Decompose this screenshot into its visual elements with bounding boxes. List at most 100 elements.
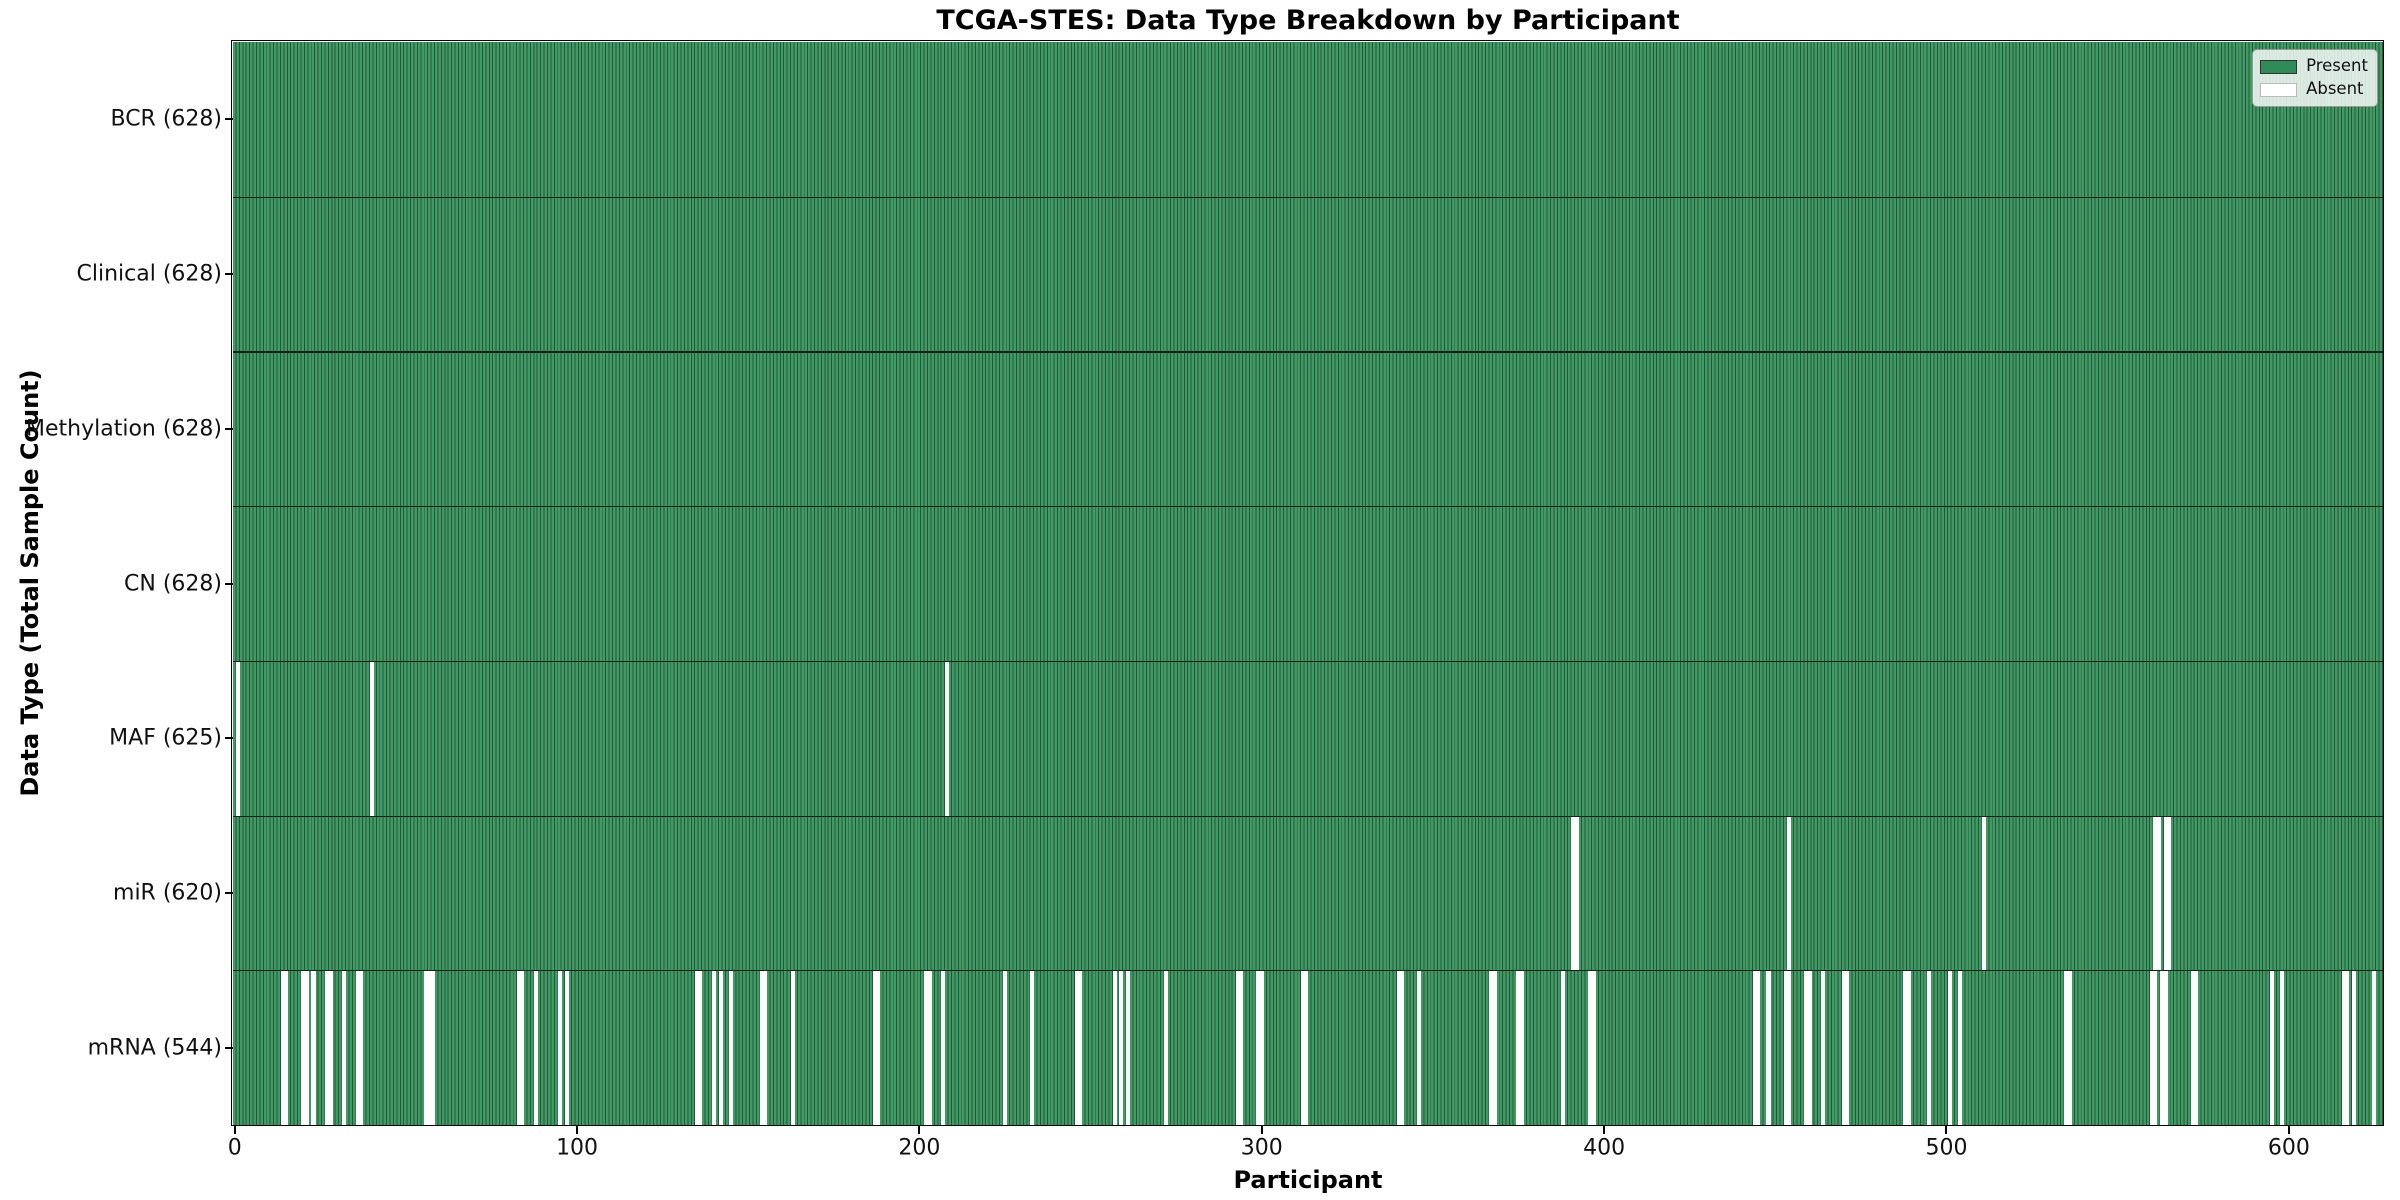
absent-bar xyxy=(2341,970,2346,1125)
row-separator xyxy=(233,506,2383,508)
y-tick-label-mRNA: mRNA (544) xyxy=(87,1035,222,1061)
absent-bar xyxy=(431,970,436,1125)
absent-bar xyxy=(1519,970,1525,1125)
absent-bar xyxy=(355,970,360,1125)
absent-bar xyxy=(301,970,306,1125)
absent-bar xyxy=(1786,815,1792,971)
absent-bar xyxy=(1119,970,1124,1125)
y-tick-label-BCR: BCR (628) xyxy=(110,106,222,132)
absent-bar xyxy=(2067,970,2072,1125)
absent-bar xyxy=(1396,970,1401,1125)
absent-bar xyxy=(1807,970,1812,1125)
row-miR xyxy=(233,815,2383,971)
absent-bar xyxy=(1783,970,1788,1125)
legend-swatch-absent xyxy=(2260,82,2298,97)
absent-bar xyxy=(359,970,364,1125)
absent-bar xyxy=(2153,815,2158,971)
legend-entry-absent: Absent xyxy=(2260,78,2368,101)
y-tick-mark xyxy=(225,737,233,740)
absent-bar xyxy=(1574,815,1579,971)
absent-bar xyxy=(369,660,374,816)
y-tick-label-CN: CN (628) xyxy=(124,571,222,596)
absent-bar xyxy=(759,970,764,1125)
x-axis-title: Participant xyxy=(1233,1166,1383,1194)
x-tick-label-100: 100 xyxy=(556,1135,599,1161)
absent-bar xyxy=(1259,970,1264,1125)
y-tick-label-Methylation: Methylation (628) xyxy=(26,416,222,442)
absent-bar xyxy=(1786,970,1792,1125)
absent-bar xyxy=(1489,970,1494,1125)
y-tick-mark xyxy=(225,1046,233,1049)
row-mRNA xyxy=(233,970,2383,1125)
legend-entry-present: Present xyxy=(2260,55,2368,78)
absent-bar xyxy=(2344,970,2350,1125)
absent-bar xyxy=(1766,970,1771,1125)
absent-bar xyxy=(790,970,795,1125)
absent-bar xyxy=(2351,970,2356,1125)
absent-bar xyxy=(325,970,330,1125)
x-tick-mark xyxy=(576,1126,579,1134)
absent-bar xyxy=(1906,970,1911,1125)
y-tick-mark xyxy=(225,891,233,894)
absent-bar xyxy=(872,970,877,1125)
absent-bar xyxy=(694,970,699,1125)
absent-bar xyxy=(876,970,881,1125)
absent-bar xyxy=(280,970,285,1125)
absent-bar xyxy=(1958,970,1963,1125)
absent-bar xyxy=(1571,815,1576,971)
absent-bar xyxy=(941,970,946,1125)
absent-bar xyxy=(2279,970,2285,1125)
row-separator xyxy=(233,660,2383,663)
legend-label: Present xyxy=(2306,56,2368,76)
absent-bar xyxy=(2160,970,2165,1125)
x-tick-mark xyxy=(233,1126,236,1134)
absent-bar xyxy=(2153,970,2158,1125)
absent-bar xyxy=(1516,970,1521,1125)
x-tick-mark xyxy=(1945,1126,1948,1134)
row-BCR xyxy=(233,42,2383,197)
row-separator xyxy=(233,970,2383,972)
absent-bar xyxy=(311,970,316,1125)
absent-bar xyxy=(2149,970,2154,1125)
row-Clinical xyxy=(233,196,2383,352)
x-tick-mark xyxy=(918,1126,921,1134)
absent-bar xyxy=(711,970,717,1125)
absent-bar xyxy=(1002,970,1008,1125)
absent-bar xyxy=(1239,970,1244,1125)
y-tick-mark xyxy=(225,427,233,430)
row-MAF xyxy=(233,660,2383,816)
absent-bar xyxy=(236,660,241,816)
absent-bar xyxy=(1821,970,1826,1125)
absent-bar xyxy=(924,970,929,1125)
row-separator xyxy=(233,351,2383,353)
legend: Present Absent xyxy=(2252,49,2378,107)
x-tick-label-0: 0 xyxy=(227,1135,242,1161)
y-tick-mark xyxy=(225,118,233,121)
row-separator xyxy=(233,196,2383,198)
absent-bar xyxy=(1235,970,1240,1125)
absent-bar xyxy=(427,970,432,1125)
absent-bar xyxy=(328,970,333,1125)
chart-title: TCGA-STES: Data Type Breakdown by Partic… xyxy=(936,5,1680,36)
absent-bar xyxy=(284,970,289,1125)
absent-bar xyxy=(2156,815,2161,971)
absent-bar xyxy=(1982,815,1987,971)
absent-bar xyxy=(557,970,562,1125)
absent-bar xyxy=(1591,970,1596,1125)
absent-bar xyxy=(2163,970,2168,1125)
absent-bar xyxy=(2166,815,2172,971)
x-tick-label-400: 400 xyxy=(1583,1135,1626,1161)
y-tick-label-MAF: MAF (625) xyxy=(109,725,222,751)
absent-bar xyxy=(1947,970,1952,1125)
x-tick-mark xyxy=(2287,1126,2290,1134)
absent-bar xyxy=(698,970,703,1125)
legend-swatch-present xyxy=(2260,59,2298,74)
y-tick-mark xyxy=(225,273,233,276)
y-tick-mark xyxy=(225,582,233,585)
absent-bar xyxy=(2269,970,2274,1125)
x-tick-mark xyxy=(1260,1126,1263,1134)
row-Methylation xyxy=(233,351,2383,507)
absent-bar xyxy=(763,970,768,1125)
absent-bar xyxy=(944,660,949,816)
absent-bar xyxy=(1841,970,1846,1125)
